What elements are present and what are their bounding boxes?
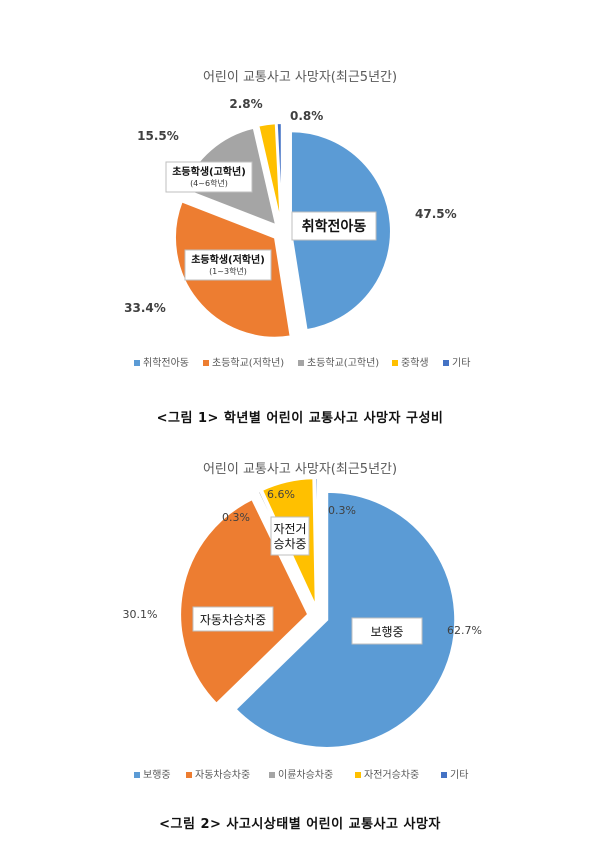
legend-item: 취학전아동: [134, 357, 189, 369]
legend-label: 보행중: [143, 769, 171, 781]
legend-swatch: [441, 772, 447, 778]
callout-frame: [192, 606, 274, 632]
value-label: 2.8%: [229, 97, 262, 111]
callout-label: 자동차승차중: [200, 613, 266, 627]
callout-label: 초등학생(고학년): [172, 165, 246, 178]
legend: 취학전아동 초등학교(저학년) 초등학교(고학년) 중학생 기타: [134, 357, 470, 369]
callout-box: 초등학생(고학년)(4~6학년): [165, 161, 253, 193]
legend-label: 취학전아동: [143, 357, 189, 369]
pie-slice-1: [234, 490, 457, 749]
chart-title: 어린이 교통사고 사망자(최근5년간): [203, 70, 397, 85]
callout-frame: [184, 249, 272, 281]
figure-caption: <그림 2> 사고시상태별 어린이 교통사고 사망자: [159, 817, 441, 832]
value-label: 6.6%: [267, 488, 295, 501]
callout-box: 보행중: [351, 617, 423, 645]
legend-item: 기타: [441, 769, 468, 781]
legend-swatch: [392, 360, 398, 366]
legend-label: 기타: [452, 357, 470, 369]
value-label: 0.3%: [328, 504, 356, 517]
pie-slice-5: [314, 477, 319, 607]
legend-swatch: [186, 772, 192, 778]
legend-label: 초등학교(저학년): [212, 357, 284, 369]
callout-box: 초등학생(저학년)(1~3학년): [184, 249, 272, 281]
pie-chart-by-grade: 어린이 교통사고 사망자(최근5년간) 47.5% 33.4% 15.5% 2.8% 0…: [124, 70, 470, 369]
chart-title: 어린이 교통사고 사망자(최근5년간): [203, 462, 397, 477]
callout-frame: [351, 617, 423, 645]
legend-swatch: [443, 360, 449, 366]
figure-caption: <그림 1> 학년별 어린이 교통사고 사망자 구성비: [156, 411, 444, 426]
pie-slice-5: [275, 122, 283, 224]
pie-slice-4: [257, 122, 282, 224]
legend-swatch: [134, 772, 140, 778]
value-label: 0.8%: [290, 109, 323, 123]
legend-item: 기타: [443, 357, 470, 369]
legend-label: 기타: [450, 769, 468, 781]
pie-chart-by-status: 어린이 교통사고 사망자(최근5년간) 62.7% 30.1% 0.3% 6.6% 0.…: [123, 462, 482, 781]
slice-callouts: 보행중 자동차승차중 자전거승차중: [192, 516, 423, 645]
callout-frame: [165, 161, 253, 193]
value-label: 0.3%: [222, 511, 250, 524]
callout-label-line2: 승차중: [273, 537, 306, 551]
value-label: 30.1%: [123, 608, 158, 621]
callout-box: 취학전아동: [291, 211, 377, 241]
callout-label: 보행중: [370, 624, 403, 639]
legend-label: 자전거승차중: [364, 769, 419, 781]
legend-label: 중학생: [401, 357, 429, 369]
legend-item: 자동차승차중: [186, 769, 250, 781]
callout-frame: [270, 516, 310, 556]
legend-swatch: [269, 772, 275, 778]
legend-swatch: [355, 772, 361, 778]
legend: 보행중 자동차승차중 이륜차승차중 자전거승차중 기타: [134, 769, 468, 781]
legend-swatch: [298, 360, 304, 366]
callout-label: 초등학생(저학년): [191, 253, 265, 266]
callout-box: 자동차승차중: [192, 606, 274, 632]
value-label: 33.4%: [124, 301, 166, 315]
value-labels: 62.7% 30.1% 0.3% 6.6% 0.3%: [123, 488, 482, 637]
callout-label: 자전거: [273, 522, 306, 536]
legend-label: 초등학교(고학년): [307, 357, 379, 369]
value-label: 15.5%: [137, 129, 179, 143]
legend-label: 이륜차승차중: [278, 769, 333, 781]
callout-sublabel: (4~6학년): [190, 178, 228, 188]
value-labels: 47.5% 33.4% 15.5% 2.8% 0.8%: [124, 97, 456, 315]
legend-item: 보행중: [134, 769, 171, 781]
callout-box: 자전거승차중: [270, 516, 310, 556]
legend-item: 자전거승차중: [355, 769, 419, 781]
callout-label: 취학전아동: [302, 218, 367, 235]
callout-frame: [291, 211, 377, 241]
value-label: 62.7%: [447, 624, 482, 637]
legend-label: 자동차승차중: [195, 769, 250, 781]
legend-swatch: [134, 360, 140, 366]
callout-sublabel: (1~3학년): [209, 266, 247, 276]
value-label: 47.5%: [415, 207, 457, 221]
legend-swatch: [203, 360, 209, 366]
legend-item: 중학생: [392, 357, 429, 369]
legend-item: 이륜차승차중: [269, 769, 333, 781]
legend-item: 초등학교(고학년): [298, 357, 379, 369]
legend-item: 초등학교(저학년): [203, 357, 284, 369]
